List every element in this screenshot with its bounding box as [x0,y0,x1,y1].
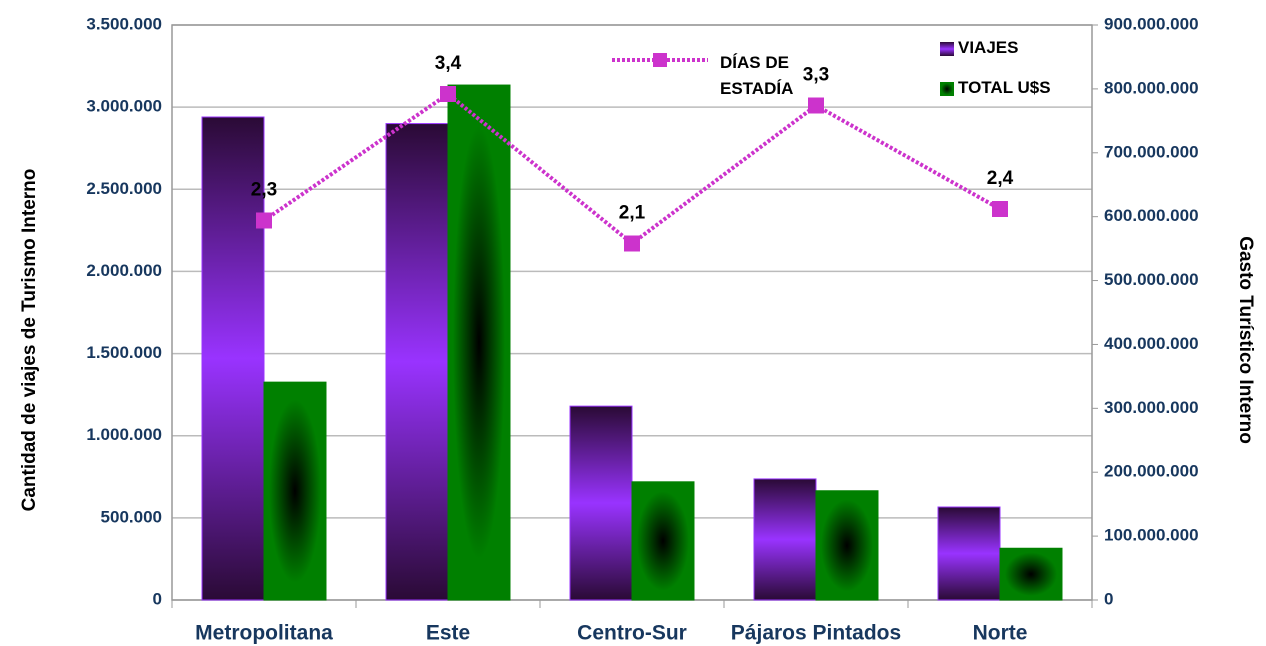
bar [201,116,265,601]
bar [815,490,879,601]
bar [999,547,1063,601]
value-label: 3,3 [803,65,829,86]
y2-tick-label: 300.000.000 [1104,398,1199,417]
line-marker [808,97,824,114]
x-tick-label: Pájaros Pintados [731,622,901,645]
y-tick-label: 500.000 [101,507,162,526]
bar [569,405,633,601]
x-tick-label: Centro-Sur [577,622,687,645]
legend-marker [940,42,954,56]
bar [447,84,511,601]
legend-label: TOTAL U$S [958,78,1051,97]
value-label: 2,1 [619,203,646,224]
x-tick-label: Norte [973,622,1028,645]
x-tick-label: Este [426,622,470,645]
x-tick-label: Metropolitana [195,622,333,645]
y2-tick-label: 700.000.000 [1104,142,1199,161]
bar [937,506,1001,601]
y2-tick-label: 800.000.000 [1104,78,1199,97]
legend-marker [653,53,667,67]
y-tick-label: 1.000.000 [86,425,162,444]
value-label: 2,3 [251,180,277,201]
bar [753,478,817,601]
y2-tick-label: 900.000.000 [1104,14,1199,33]
line-marker [440,86,456,102]
y2-tick-label: 600.000.000 [1104,206,1199,225]
bar [385,123,449,601]
bar [263,381,327,601]
bar [631,481,695,601]
y-tick-label: 1.500.000 [86,343,162,362]
y-axis-label: Cantidad de viajes de Turismo Interno [19,169,40,512]
y2-tick-label: 500.000.000 [1104,270,1199,289]
y-tick-label: 2.500.000 [86,179,162,198]
y2-tick-label: 0 [1104,589,1113,608]
y2-tick-label: 400.000.000 [1104,334,1199,353]
y2-tick-label: 100.000.000 [1104,526,1199,545]
y-tick-label: 2.000.000 [86,261,162,280]
line-marker [256,212,272,229]
legend-label: VIAJES [958,38,1019,57]
y2-axis-label: Gasto Turístico Interno [1235,236,1256,444]
y-tick-label: 0 [153,589,162,608]
line-marker [992,201,1008,217]
value-label: 2,4 [987,168,1014,189]
legend-marker [940,82,954,96]
y-tick-label: 3.500.000 [86,14,162,33]
value-label: 3,4 [435,53,462,74]
line-marker [624,235,640,252]
y2-tick-label: 200.000.000 [1104,462,1199,481]
legend-label: DÍAS DE ESTADÍA [720,53,794,98]
y-tick-label: 3.000.000 [86,97,162,116]
